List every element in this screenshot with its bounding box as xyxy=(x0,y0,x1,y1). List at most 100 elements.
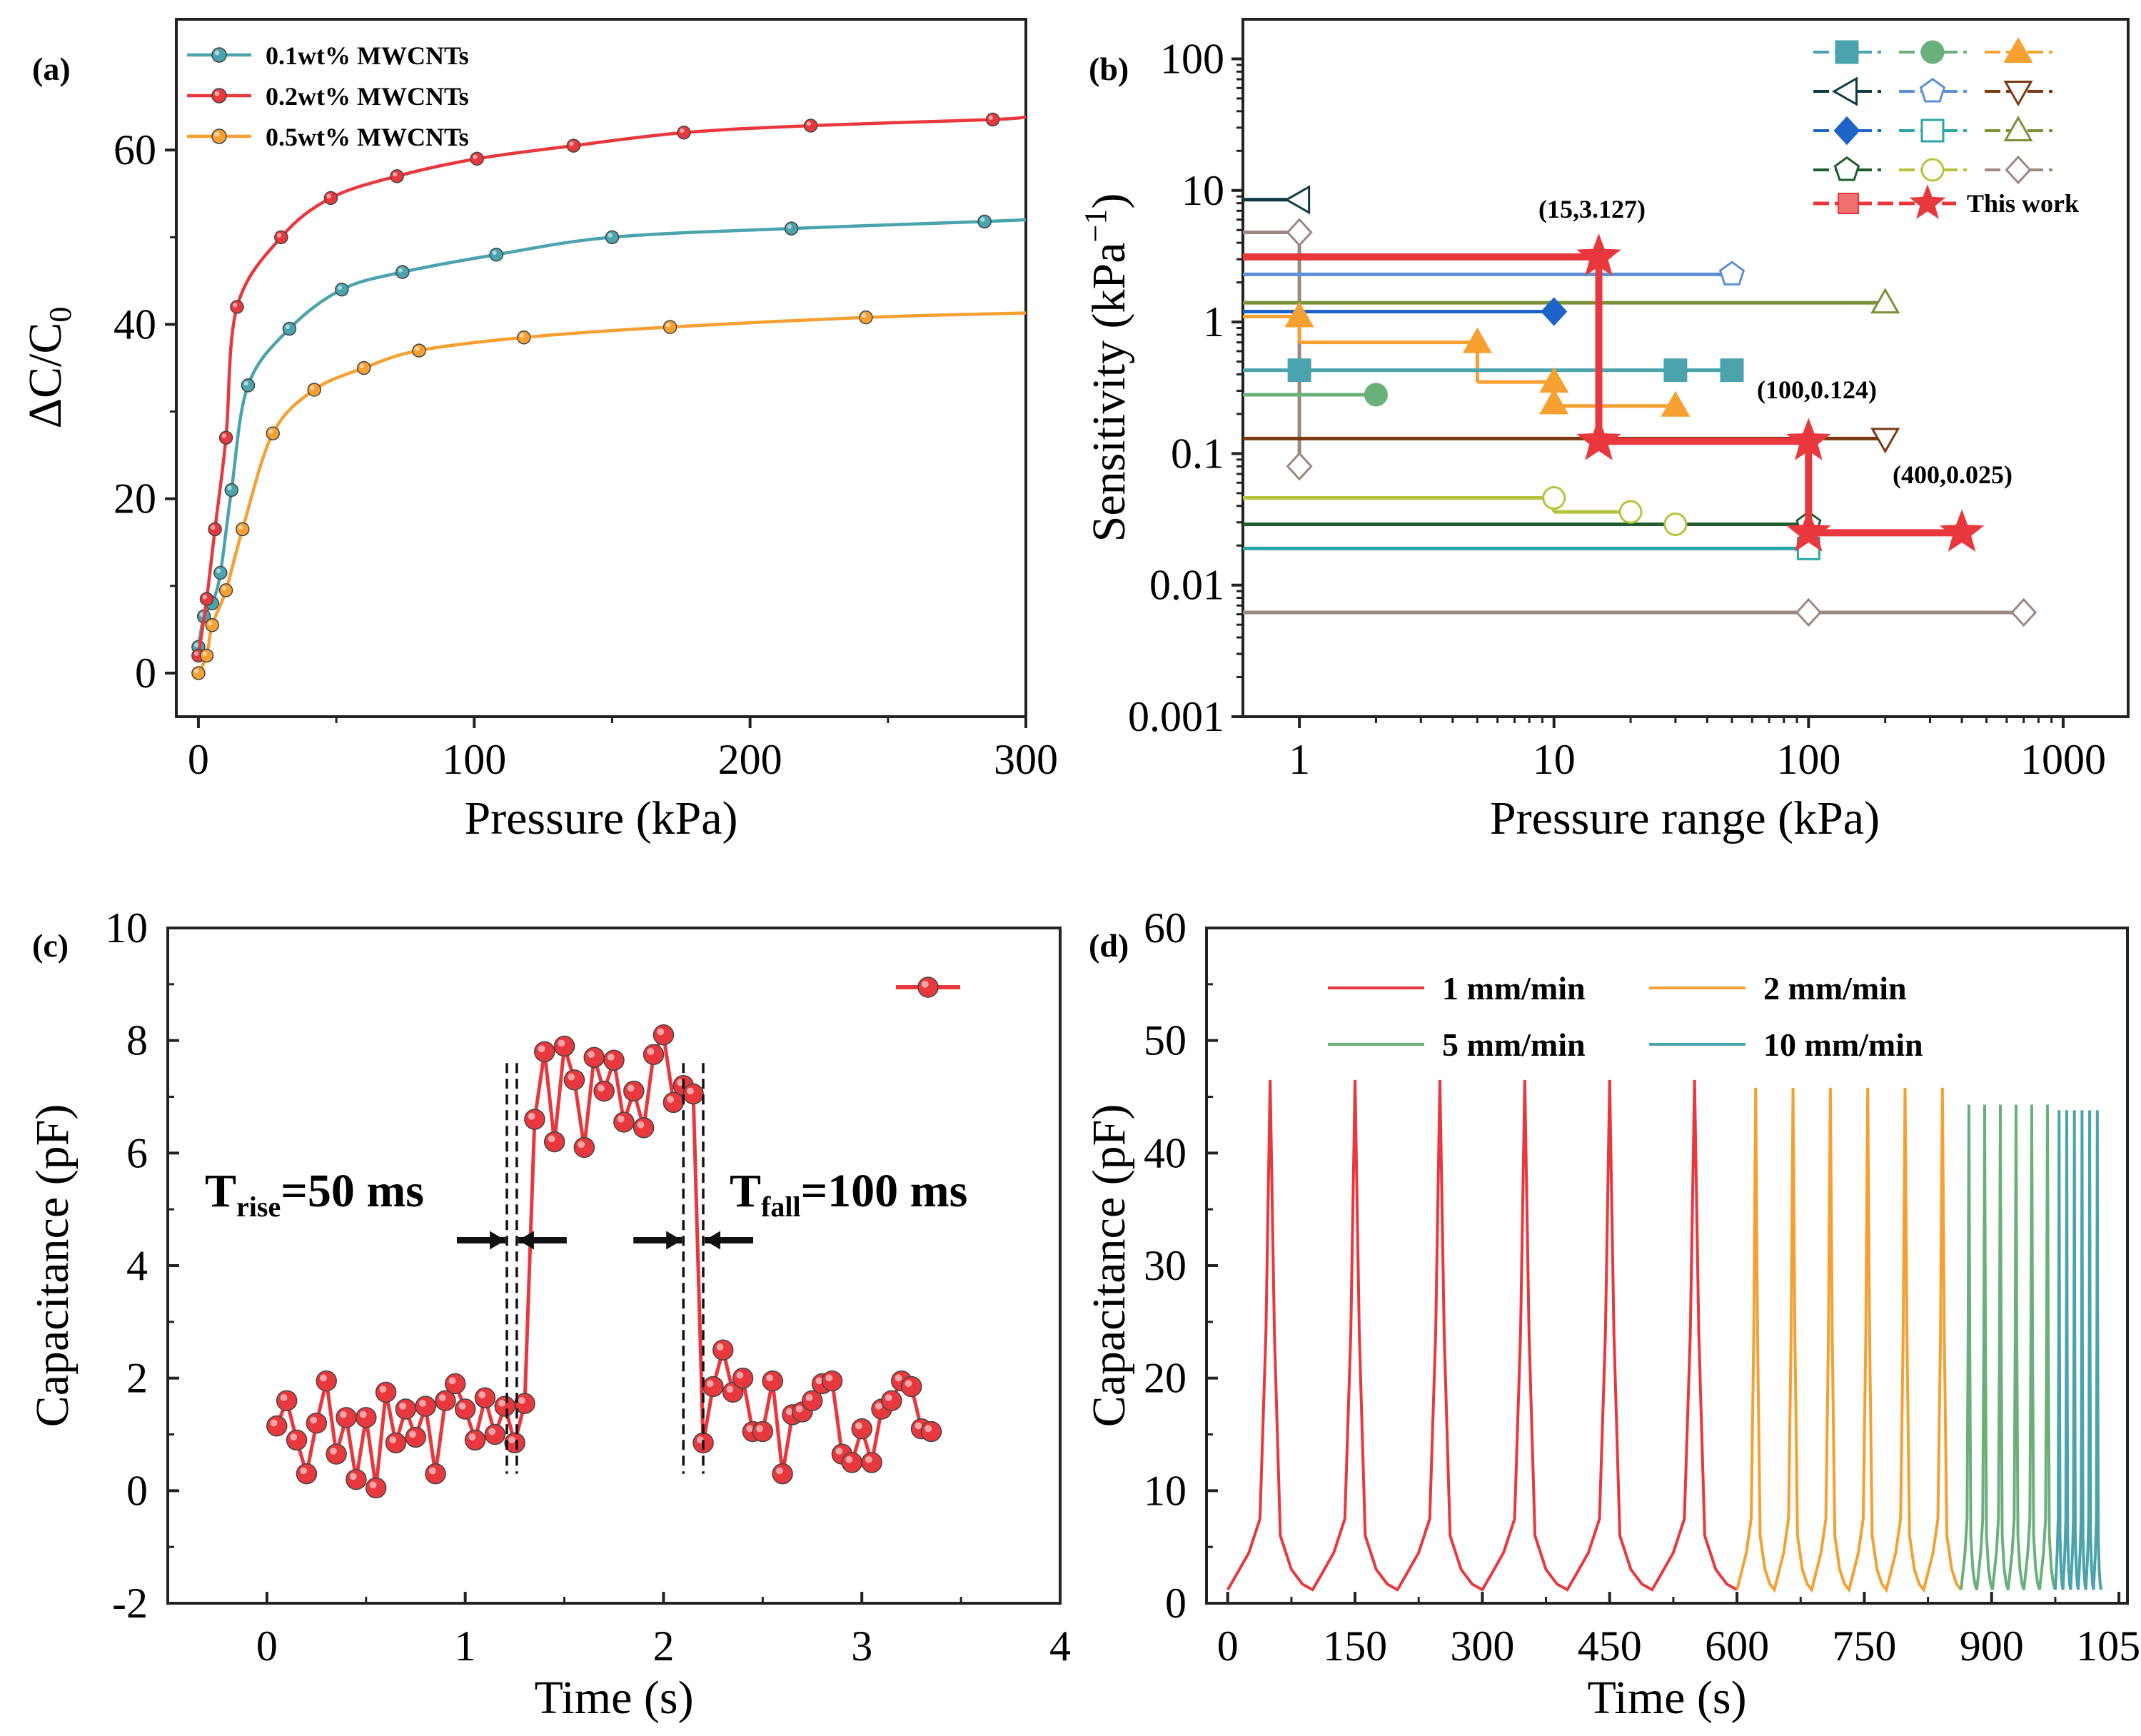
x-tick-label: 900 xyxy=(1960,1623,2024,1670)
capacitance-point-highlight xyxy=(488,1428,496,1435)
ref-marker-5 xyxy=(1284,301,1314,328)
legend-ref-marker xyxy=(2003,36,2033,63)
capacitance-point xyxy=(296,1463,318,1485)
legend-marker xyxy=(917,976,939,998)
annotation-rise: Trise=50 ms xyxy=(205,1165,424,1223)
legend-this-work-square xyxy=(1838,193,1859,214)
capacitance-point xyxy=(543,1131,565,1153)
x-tick-label: 3 xyxy=(851,1623,872,1670)
capacitance-point-highlight xyxy=(409,1430,416,1438)
annotation-15: (15,3.127) xyxy=(1538,195,1646,223)
y-tick-label: 6 xyxy=(126,1129,148,1176)
capacitance-point xyxy=(524,1109,545,1130)
capacitance-point-highlight xyxy=(637,1121,645,1129)
series-line-1 xyxy=(1736,1087,1963,1593)
capacitance-point-highlight xyxy=(825,1374,833,1382)
this-work-star xyxy=(1576,418,1621,460)
data-point-0-highlight xyxy=(398,268,403,273)
data-point-0 xyxy=(784,221,799,236)
capacitance-point xyxy=(841,1452,863,1473)
legend-ref-marker xyxy=(1835,40,1859,64)
data-point-2-highlight xyxy=(862,313,867,318)
data-point-0-highlight xyxy=(216,568,221,573)
capacitance-point xyxy=(583,1046,605,1069)
capacitance-point-highlight xyxy=(647,1048,655,1056)
ref-marker-1 xyxy=(1286,218,1313,247)
data-point-0 xyxy=(282,321,297,336)
capacitance-point-highlight xyxy=(508,1436,515,1444)
data-point-2-highlight xyxy=(208,620,213,626)
capacitance-point xyxy=(643,1044,665,1066)
x-tick-label: 300 xyxy=(994,736,1058,783)
capacitance-point xyxy=(920,1420,942,1443)
data-point-0 xyxy=(241,378,256,393)
data-point-2-highlight xyxy=(415,346,420,351)
data-point-2 xyxy=(199,648,214,663)
panel-b-xlabel: Pressure range (kPa) xyxy=(1490,792,1880,844)
y-tick-label: 0 xyxy=(1165,1580,1187,1627)
fall-arrow-right-head xyxy=(705,1231,720,1250)
y-tick-label: 2 xyxy=(126,1355,148,1402)
data-point-2-highlight xyxy=(665,323,671,328)
x-tick-label: 600 xyxy=(1705,1623,1769,1670)
x-tick-label: 4 xyxy=(1049,1623,1071,1670)
data-point-1 xyxy=(274,230,288,245)
capacitance-point xyxy=(534,1041,555,1063)
fall-arrow-left-head xyxy=(666,1231,682,1250)
legend-ref-marker xyxy=(2003,115,2033,141)
data-point-0-highlight xyxy=(194,642,199,647)
capacitance-point xyxy=(712,1339,734,1361)
data-point-0-highlight xyxy=(492,250,497,256)
capacitance-point-highlight xyxy=(657,1028,665,1036)
capacitance-point xyxy=(623,1080,645,1102)
capacitance-point xyxy=(454,1398,476,1420)
capacitance-point-highlight xyxy=(627,1084,635,1092)
capacitance-point xyxy=(395,1398,417,1420)
series-line-2 xyxy=(196,311,1027,674)
capacitance-point-highlight xyxy=(399,1402,407,1410)
data-point-0 xyxy=(605,230,620,245)
data-point-0-highlight xyxy=(285,324,290,329)
data-point-2-highlight xyxy=(310,385,315,390)
capacitance-point xyxy=(682,1083,704,1105)
data-point-2 xyxy=(517,330,531,345)
y-tick-label: 60 xyxy=(1144,904,1187,952)
capacitance-point-highlight xyxy=(310,1416,318,1424)
capacitance-point-highlight xyxy=(369,1481,377,1489)
capacitance-point-highlight xyxy=(607,1054,615,1061)
y-tick-label: 40 xyxy=(114,301,156,348)
ref-marker-0 xyxy=(1284,185,1311,215)
x-tick-label: 150 xyxy=(1323,1623,1387,1670)
x-tick-label: 300 xyxy=(1450,1623,1514,1670)
data-point-2 xyxy=(307,383,321,397)
capacitance-point-highlight xyxy=(905,1380,912,1388)
y-tick-label: 40 xyxy=(1144,1129,1187,1176)
capacitance-point-highlight xyxy=(478,1391,486,1398)
y-tick-label: 30 xyxy=(1144,1242,1187,1289)
ref-marker-6 xyxy=(1287,358,1311,383)
this-work-star xyxy=(1786,418,1831,460)
y-tick-label: 20 xyxy=(114,475,156,523)
data-point-2 xyxy=(859,310,873,325)
y-tick-label: 50 xyxy=(1144,1017,1187,1064)
capacitance-point xyxy=(464,1429,486,1451)
capacitance-point xyxy=(365,1477,387,1499)
capacitance-point-highlight xyxy=(706,1380,714,1388)
capacitance-point xyxy=(593,1080,615,1102)
capacitance-point xyxy=(881,1390,902,1411)
data-point-2-highlight xyxy=(194,669,199,674)
capacitance-point xyxy=(861,1452,882,1473)
capacitance-point xyxy=(415,1396,436,1417)
capacitance-point-highlight xyxy=(428,1467,436,1475)
panel-a-ylabel: ΔC/C0 xyxy=(19,307,78,429)
capacitance-point-highlight xyxy=(815,1377,823,1385)
data-point-1-highlight xyxy=(473,154,478,159)
capacitance-point-highlight xyxy=(835,1447,843,1455)
ref-marker-2 xyxy=(1718,261,1745,286)
data-point-0-highlight xyxy=(243,381,248,386)
legend-ref-marker xyxy=(1920,158,1945,182)
capacitance-point-highlight xyxy=(865,1455,872,1463)
legend-ref-marker xyxy=(1833,156,1860,181)
ref-marker-9 xyxy=(1618,500,1643,524)
data-point-1-highlight xyxy=(194,651,199,656)
